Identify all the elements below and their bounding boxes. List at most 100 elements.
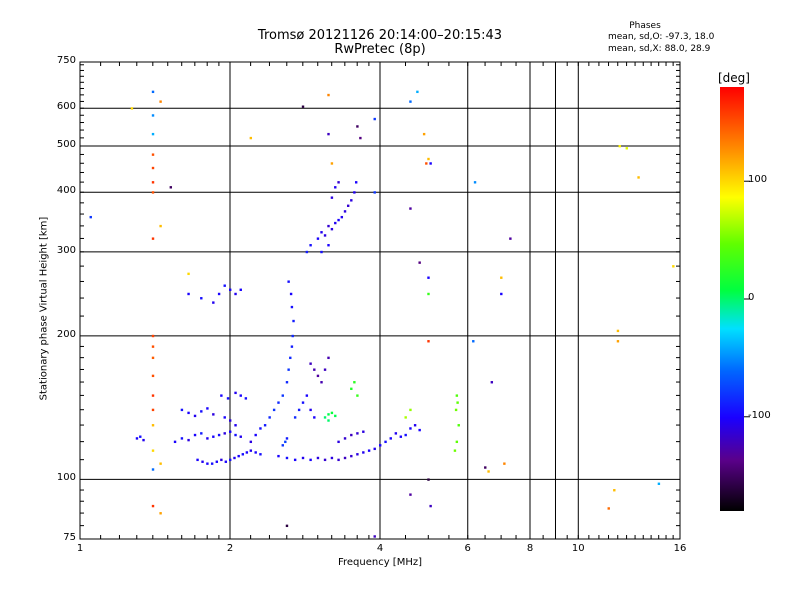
data-point [223, 416, 226, 419]
y-tick-label: 75 [63, 532, 76, 543]
data-point [353, 381, 356, 384]
chart-title: Tromsø 20121126 20:14:00–20:15:43 [257, 28, 503, 43]
data-point [422, 132, 426, 136]
data-point [305, 250, 309, 254]
data-point [429, 162, 432, 165]
data-point [373, 117, 376, 121]
data-point [404, 416, 407, 419]
y-tick-label: 100 [56, 472, 76, 484]
data-point [287, 368, 290, 371]
data-point [327, 413, 330, 416]
data-point [337, 181, 340, 184]
data-point [473, 181, 477, 184]
data-point [241, 453, 245, 456]
data-point [456, 401, 459, 404]
data-point [281, 444, 284, 447]
data-point [343, 437, 347, 440]
data-point [180, 437, 184, 440]
x-tick-label: 16 [673, 543, 687, 554]
data-point [455, 394, 459, 397]
data-point [212, 435, 215, 438]
data-point [285, 437, 289, 440]
data-point [226, 397, 230, 400]
data-point [292, 319, 295, 323]
data-point [327, 419, 330, 422]
data-point [297, 408, 301, 412]
data-point [356, 394, 359, 397]
data-point [139, 435, 142, 438]
data-point [249, 449, 253, 452]
data-point [484, 466, 487, 469]
data-point [173, 440, 177, 444]
data-point [206, 437, 209, 440]
data-point [323, 416, 327, 419]
data-point [239, 394, 242, 397]
data-point [151, 356, 155, 360]
data-point [625, 147, 628, 150]
data-point [503, 462, 506, 465]
data-point [224, 460, 228, 463]
data-point [323, 368, 327, 371]
colorbar-unit-label: [deg] [718, 71, 750, 85]
data-point [657, 482, 661, 485]
data-point [289, 292, 293, 296]
data-point [409, 427, 412, 430]
data-point [359, 136, 362, 140]
data-point [277, 401, 280, 404]
data-point [290, 305, 294, 309]
data-point [169, 186, 173, 189]
data-point [206, 462, 209, 465]
data-point [343, 210, 347, 213]
data-point [151, 345, 155, 348]
data-point [418, 428, 421, 432]
y-tick-label: 500 [56, 138, 76, 150]
data-point [350, 454, 353, 458]
data-point [200, 432, 203, 435]
data-point [245, 451, 249, 454]
colorbar-tick-label: 100 [748, 174, 768, 186]
data-point [200, 410, 203, 413]
data-point [291, 334, 294, 338]
data-point [427, 157, 430, 161]
data-point [281, 394, 284, 397]
data-point [301, 401, 305, 404]
data-point [263, 424, 267, 427]
data-point [427, 276, 430, 279]
data-point [356, 125, 359, 128]
data-point [285, 524, 289, 528]
data-point [313, 368, 316, 371]
data-point [337, 218, 340, 222]
data-point [427, 478, 430, 481]
data-point [454, 408, 458, 412]
data-point [187, 411, 190, 415]
data-point [309, 458, 312, 462]
data-point [290, 345, 294, 348]
data-point [89, 215, 92, 219]
data-point [159, 224, 162, 228]
data-point [215, 460, 219, 463]
data-point [187, 438, 190, 442]
data-point [223, 432, 226, 435]
data-point [220, 458, 223, 462]
data-point [309, 362, 312, 365]
data-point [330, 411, 334, 415]
data-points [89, 90, 675, 538]
y-tick-label: 750 [56, 55, 76, 66]
data-point [327, 93, 330, 97]
data-point [343, 456, 347, 460]
colorbar-tick-label: 0 [748, 292, 755, 303]
data-point [212, 301, 215, 304]
data-point [151, 334, 155, 338]
data-point [234, 391, 237, 395]
data-point [320, 231, 323, 234]
data-point [672, 265, 675, 268]
y-tick-label: 200 [56, 328, 76, 340]
chart-subtitle: RwPretec (8p) [334, 42, 426, 57]
data-point [180, 408, 184, 412]
data-point [373, 191, 376, 194]
data-point [237, 454, 240, 458]
data-point [373, 535, 376, 538]
data-point [223, 284, 226, 287]
data-point [330, 196, 334, 199]
data-point [159, 512, 162, 515]
